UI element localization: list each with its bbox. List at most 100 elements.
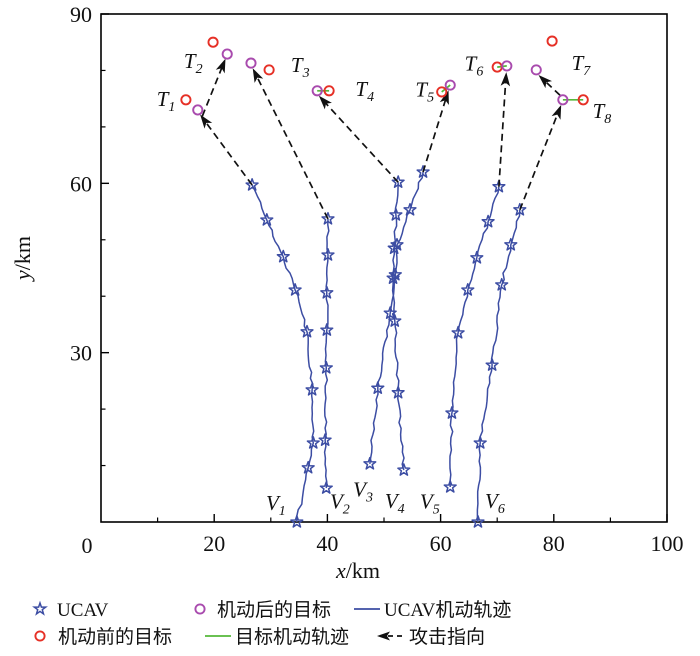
ucav-star-marker: [451, 325, 465, 339]
ucav-star-marker: [445, 406, 459, 419]
attack-arrowhead-T8-to-T7: [538, 75, 552, 89]
target-before-circle-T2: [207, 36, 219, 48]
target-after-circle-T6: [501, 60, 513, 72]
ucav-star-marker: [321, 248, 335, 261]
targets-layer: [180, 35, 589, 116]
legend-target-before-icon: [34, 630, 46, 642]
x-axis-title: x/km: [335, 558, 380, 583]
target-label-T6: T6: [465, 52, 484, 80]
ucav-label-V4: V4: [385, 489, 405, 517]
attack-arrow-shaft-V2-to-T3: [256, 76, 329, 220]
ucav-star-marker: [319, 360, 333, 374]
ucav-star-marker: [495, 277, 509, 291]
target-before-circle-T1: [180, 94, 192, 106]
ucav-star-marker: [389, 207, 403, 221]
target-before-circle-T3: [263, 64, 275, 76]
origin-tick-label: 0: [82, 533, 93, 558]
attack-arrows-layer: [200, 58, 562, 220]
ucav-label-V1: V1: [266, 491, 286, 519]
ucav-star-marker: [485, 358, 499, 371]
attack-arrow-shaft-V4-to-T4: [325, 102, 399, 183]
ucav-star-marker: [397, 463, 411, 476]
y-tick-label: 60: [70, 171, 92, 196]
x-tick-label: 60: [430, 531, 452, 556]
ucav-star-marker: [300, 324, 314, 338]
ucav-star-marker: [461, 283, 475, 296]
target-label-T8: T8: [593, 99, 612, 127]
y-axis-title: y/km: [10, 236, 35, 282]
ucav-star-marker: [391, 385, 405, 399]
ucav-star-marker: [391, 175, 405, 188]
ucav-star-marker: [319, 481, 333, 494]
ucav-star-marker: [473, 436, 487, 449]
axes-layer: 20 40 60 80 100 30 60 90 0: [70, 2, 684, 558]
target-before-circle-T5: [436, 86, 448, 98]
target-before-circle-T8: [577, 94, 589, 106]
legend-target-after-icon: [194, 603, 206, 615]
ucav-label-V2: V2: [330, 490, 350, 518]
target-label-T7: T7: [572, 51, 592, 79]
legend-attack-arrowhead-icon: [377, 631, 390, 641]
ucav-star-marker: [387, 241, 401, 255]
ucav-star-marker: [318, 433, 332, 446]
target-label-T5: T5: [415, 78, 434, 106]
ucav-track-V6: [476, 209, 521, 523]
legend-label: 攻击指向: [409, 626, 485, 648]
legend-label: UCAV: [57, 600, 109, 621]
attack-arrow-shaft-V1-to-T1: [205, 122, 253, 186]
ucav-label-V3: V3: [353, 477, 373, 505]
x-tick-label: 40: [316, 531, 338, 556]
ucav-star-marker: [363, 456, 377, 470]
target-label-T1: T1: [157, 87, 176, 115]
x-tick-label: 20: [203, 531, 225, 556]
ucav-label-V6: V6: [485, 489, 505, 517]
target-after-circle-T1: [192, 104, 204, 116]
target-after-circle-T4: [311, 85, 323, 97]
target-after-circle-T3: [245, 57, 257, 69]
ucav-star-marker: [443, 480, 457, 493]
ucav-track-V2: [323, 218, 330, 489]
attack-arrow-shaft-V6-to-T8: [519, 113, 559, 211]
attack-arrow-shaft-T8-to-T7: [545, 81, 561, 96]
ucav-star-marker: [290, 515, 304, 528]
ucav-star-marker: [371, 381, 385, 394]
attack-arrowhead-V6-to-T8: [551, 104, 562, 120]
ucav-track-V4: [391, 182, 405, 471]
ucav-star-marker: [390, 237, 404, 251]
ucav-star-marker: [504, 237, 518, 251]
y-tick-label: 90: [70, 2, 92, 27]
ucav-star-marker: [245, 178, 259, 191]
x-tick-label: 100: [651, 531, 684, 556]
ucav-star-marker: [470, 250, 484, 264]
ucav-star-marker: [306, 436, 320, 449]
legend-label: UCAV机动轨迹: [384, 599, 511, 621]
ucav-star-marker: [388, 267, 402, 281]
ucav-star-marker: [288, 283, 302, 296]
ucav-star-marker: [492, 179, 506, 193]
target-label-T4: T4: [355, 77, 374, 105]
target-after-circle-T2: [221, 48, 233, 60]
legend-label: 机动后的目标: [217, 599, 331, 621]
legend-label: 目标机动轨迹: [235, 626, 349, 648]
attack-arrowhead-V2-to-T3: [252, 68, 264, 83]
ucav-star-marker: [301, 460, 315, 474]
attack-arrowhead-V1-to-T1: [200, 114, 213, 129]
ucav-star-marker: [416, 165, 430, 178]
ucav-star-marker: [305, 382, 319, 396]
x-tick-label: 80: [543, 531, 565, 556]
attack-arrowhead-T1-to-T2: [215, 58, 226, 74]
target-before-circle-T7: [546, 35, 558, 47]
ucav-star-marker: [388, 314, 402, 327]
target-before-circle-T4: [323, 85, 335, 97]
target-after-circle-T5: [444, 79, 456, 91]
ucav-star-marker: [260, 213, 274, 226]
ucav-star-marker: [321, 211, 335, 225]
legend-ucav-star-icon: [32, 600, 48, 616]
attack-arrowhead-V5-to-T6: [500, 72, 511, 87]
ucav-star-marker: [403, 202, 417, 216]
ucav-star-marker: [320, 285, 334, 299]
target-after-circle-T8: [557, 94, 569, 106]
